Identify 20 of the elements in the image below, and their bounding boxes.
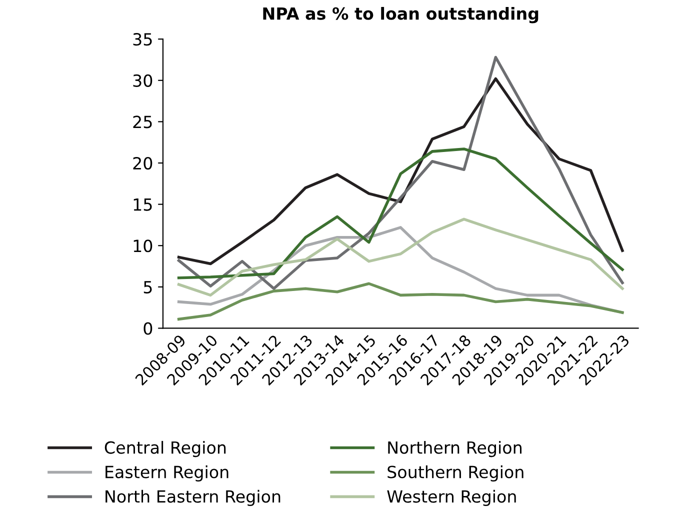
line-series xyxy=(177,282,624,321)
line-series xyxy=(177,56,624,290)
y-tick-label: 25 xyxy=(133,116,152,128)
y-tick-label: 35 xyxy=(133,33,152,46)
line-series xyxy=(177,148,624,280)
y-tick-label: 5 xyxy=(144,281,152,294)
y-tick-label: 20 xyxy=(133,156,152,170)
y-tick-label: 15 xyxy=(134,198,152,211)
y-tick-label: 30 xyxy=(133,74,152,87)
legend-label: Eastern Region xyxy=(106,465,228,482)
chart-title: NPA as % to loan outstanding xyxy=(263,6,538,24)
legend-label: Western Region xyxy=(387,490,516,506)
legend-label: North Eastern Region xyxy=(106,490,280,506)
y-tick-label: 0 xyxy=(144,322,152,335)
legend-label: Northern Region xyxy=(388,440,522,458)
y-tick-label: 10 xyxy=(134,240,152,252)
legend-label: Central Region xyxy=(104,440,226,458)
line-series xyxy=(177,218,624,297)
line-series xyxy=(177,77,624,266)
legend-label: Southern Region xyxy=(388,465,524,482)
